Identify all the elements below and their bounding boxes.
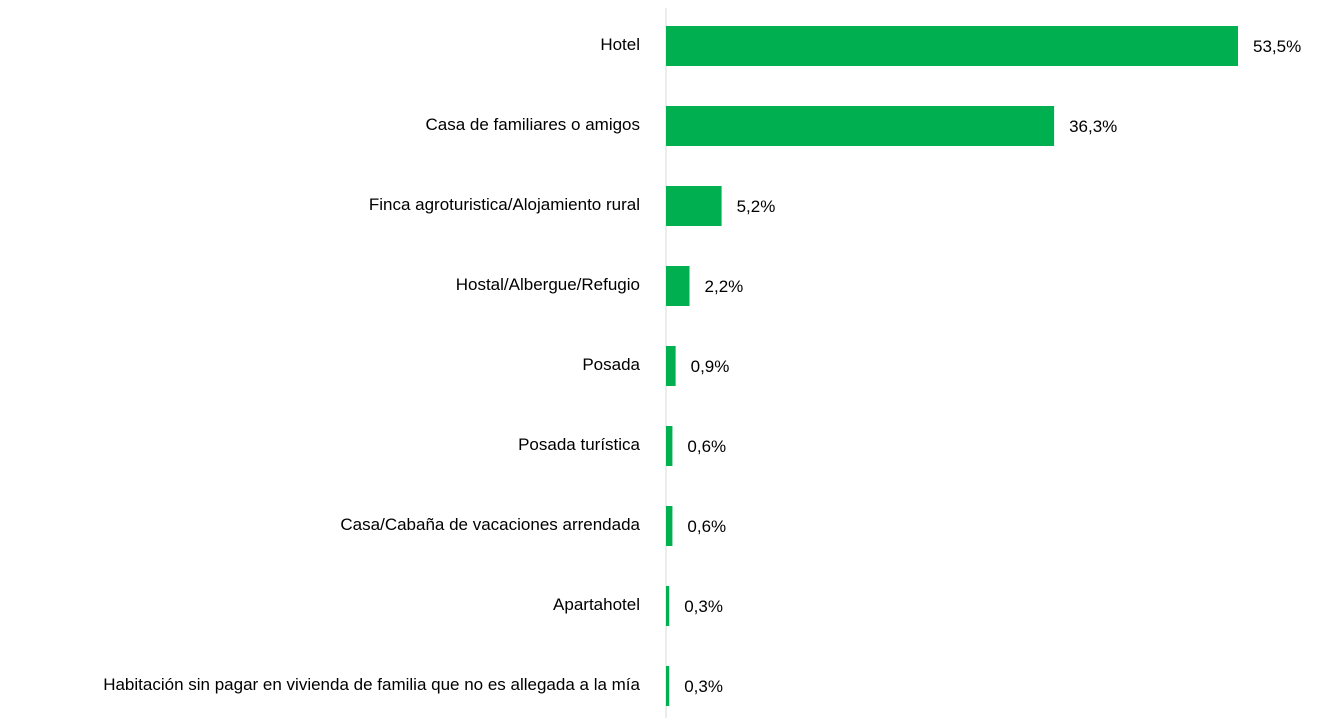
value-label-text: 0,6% [687, 517, 727, 536]
bar [666, 266, 690, 306]
category-label: Casa de familiares o amigos [10, 113, 640, 137]
value-label-text: 2,2% [704, 277, 744, 296]
category-label: Hostal/Albergue/Refugio [10, 273, 640, 297]
category-label-text: Posada turística [518, 435, 640, 454]
category-label-text: Habitación sin pagar en vivienda de fami… [103, 675, 640, 694]
value-label: 5,2% [737, 195, 776, 219]
value-label-text: 53,5% [1253, 37, 1302, 56]
category-label-text: Apartahotel [553, 595, 640, 614]
category-label-text: Hotel [600, 35, 640, 54]
value-label: 0,6% [687, 435, 726, 459]
category-label-text: Casa/Cabaña de vacaciones arrendada [340, 515, 640, 534]
value-label-text: 0,9% [690, 357, 730, 376]
value-label: 2,2% [705, 275, 744, 299]
value-label-text: 0,6% [687, 437, 727, 456]
value-label: 53,5% [1253, 35, 1301, 59]
category-label: Casa/Cabaña de vacaciones arrendada [10, 513, 640, 537]
value-label: 0,9% [691, 355, 730, 379]
category-label-text: Finca agroturistica/Alojamiento rural [368, 195, 640, 214]
value-label-text: 36,3% [1069, 117, 1118, 136]
category-label: Posada turística [10, 433, 640, 457]
category-label: Apartahotel [10, 593, 640, 617]
bar [666, 346, 676, 386]
bar [666, 186, 722, 226]
bar [666, 426, 673, 466]
value-label: 36,3% [1069, 115, 1117, 139]
value-label-text: 5,2% [736, 197, 776, 216]
category-label-text: Posada [582, 355, 640, 374]
bar [666, 106, 1055, 146]
category-label: Posada [10, 353, 640, 377]
bar [666, 506, 673, 546]
bar [666, 586, 670, 626]
category-label: Hotel [10, 33, 640, 57]
value-label-text: 0,3% [684, 597, 723, 616]
category-label: Finca agroturistica/Alojamiento rural [10, 193, 640, 217]
value-label-text: 0,3% [684, 677, 723, 696]
category-label-text: Casa de familiares o amigos [425, 115, 640, 134]
bar [666, 26, 1238, 66]
value-label: 0,3% [684, 595, 723, 619]
category-label: Habitación sin pagar en vivienda de fami… [10, 673, 640, 697]
value-label: 0,6% [687, 515, 726, 539]
value-label: 0,3% [684, 675, 723, 699]
category-label-text: Hostal/Albergue/Refugio [455, 275, 640, 294]
bar [666, 666, 670, 706]
